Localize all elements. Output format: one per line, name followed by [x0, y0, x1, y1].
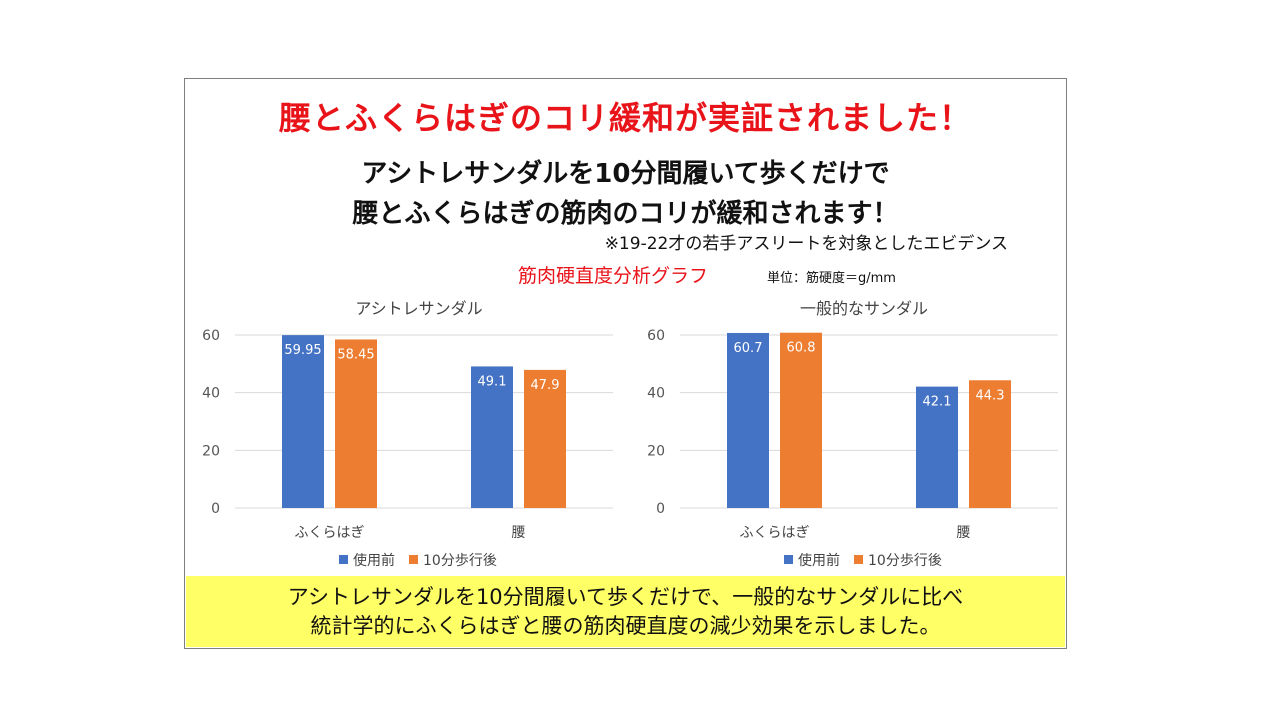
data-label-1-0-0: 60.7: [734, 341, 763, 356]
data-label-1-1-1: 44.3: [976, 388, 1005, 403]
category-label-1-1: 腰: [957, 525, 971, 541]
bar-1-0-0: [727, 332, 769, 508]
y-tick-label-1-40: 40: [647, 386, 665, 402]
y-tick-label-1-20: 20: [647, 443, 665, 459]
bar-0-1-1: [524, 369, 566, 508]
data-label-1-0-1: 60.8: [787, 341, 816, 356]
bar-1-1-1: [969, 380, 1011, 508]
slide-frame: 腰とふくらはぎのコリ緩和が実証されました！ アシトレサンダルを10分間履いて歩く…: [184, 78, 1067, 649]
legend-swatch-0-0: [339, 555, 348, 564]
y-tick-label-0-20: 20: [202, 443, 220, 459]
category-label-0-0: ふくらはぎ: [295, 525, 365, 541]
evidence-note: ※19-22才の若手アスリートを対象としたエビデンス: [604, 234, 1008, 254]
bar-1-0-1: [780, 332, 822, 508]
category-label-1-0: ふくらはぎ: [740, 525, 810, 541]
y-tick-label-0-40: 40: [202, 386, 220, 402]
y-tick-label-0-60: 60: [202, 328, 220, 344]
conclusion-line-2: 統計学的にふくらはぎと腰の筋肉硬直度の減少効果を示しました。: [310, 614, 941, 638]
legend-label-0-1: 10分歩行後: [423, 553, 497, 569]
subtitle-line-2: 腰とふくらはぎの筋肉のコリが緩和されます！: [352, 199, 899, 229]
data-label-0-0-1: 58.45: [337, 347, 374, 362]
charts-area: アシトレサンダル 0 20 40 60 59.95 58.45 ふくらはぎ 49.1 47.9 腰使…: [185, 289, 1068, 579]
chart-title-0: アシトレサンダル: [355, 299, 482, 318]
legend-label-0-0: 使用前: [353, 552, 395, 569]
category-label-0-1: 腰: [512, 525, 526, 541]
y-tick-label-1-60: 60: [647, 328, 665, 344]
graph-title: 筋肉硬直度分析グラフ: [518, 265, 709, 287]
y-tick-label-1-0: 0: [656, 501, 665, 517]
unit-label: 単位：筋硬度＝g/mm: [767, 271, 896, 286]
legend-label-1-0: 使用前: [798, 552, 840, 569]
legend-swatch-1-0: [784, 555, 793, 564]
data-label-1-1-0: 42.1: [923, 395, 952, 410]
conclusion-box: アシトレサンダルを10分間履いて歩くだけで、一般的なサンダルに比べ 統計学的にふ…: [186, 576, 1065, 647]
bar-charts: アシトレサンダル 0 20 40 60 59.95 58.45 ふくらはぎ 49.1 47.9 腰使…: [202, 299, 1058, 569]
bar-0-0-1: [335, 339, 377, 508]
data-label-0-1-1: 47.9: [531, 378, 560, 393]
headline: 腰とふくらはぎのコリ緩和が実証されました！: [278, 99, 972, 137]
y-tick-label-0-0: 0: [211, 501, 220, 517]
bar-1-1-0: [916, 386, 958, 508]
legend-swatch-0-1: [409, 555, 418, 564]
bar-0-1-0: [471, 366, 513, 508]
conclusion-line-1: アシトレサンダルを10分間履いて歩くだけで、一般的なサンダルに比べ: [287, 585, 964, 609]
data-label-0-1-0: 49.1: [478, 374, 507, 389]
chart-title-1: 一般的なサンダル: [800, 299, 928, 318]
legend-label-1-1: 10分歩行後: [868, 553, 942, 569]
legend-swatch-1-1: [854, 555, 863, 564]
bar-0-0-0: [282, 335, 324, 508]
subtitle-line-1: アシトレサンダルを10分間履いて歩くだけで: [361, 159, 890, 189]
data-label-0-0-0: 59.95: [284, 343, 321, 358]
